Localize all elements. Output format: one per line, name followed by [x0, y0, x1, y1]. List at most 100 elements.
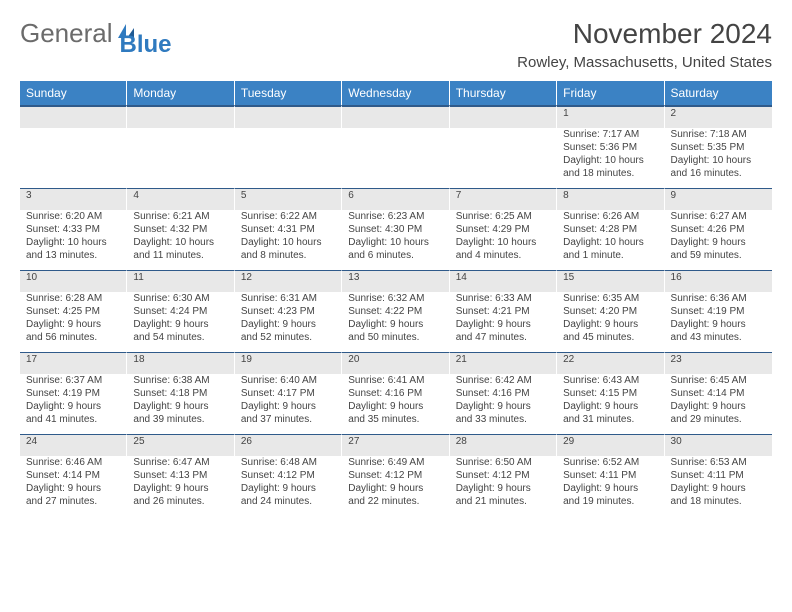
- daylight-text: Daylight: 9 hours: [133, 400, 227, 413]
- sunset-text: Sunset: 4:23 PM: [241, 305, 335, 318]
- sunset-text: Sunset: 4:32 PM: [133, 223, 227, 236]
- daylight-text: and 43 minutes.: [671, 331, 766, 344]
- calendar-body: 12 Sunrise: 7:17 AMSunset: 5:36 PMDaylig…: [20, 105, 772, 516]
- sunrise-text: Sunrise: 6:47 AM: [133, 456, 227, 469]
- day-details-cell: Sunrise: 6:53 AMSunset: 4:11 PMDaylight:…: [665, 456, 772, 516]
- sunset-text: Sunset: 4:12 PM: [241, 469, 335, 482]
- sunset-text: Sunset: 4:14 PM: [671, 387, 766, 400]
- sunrise-text: Sunrise: 6:21 AM: [133, 210, 227, 223]
- sunrise-text: Sunrise: 6:38 AM: [133, 374, 227, 387]
- daylight-text: and 41 minutes.: [26, 413, 120, 426]
- day-details-cell: [450, 128, 557, 188]
- daylight-text: and 52 minutes.: [241, 331, 335, 344]
- daylight-text: Daylight: 10 hours: [26, 236, 120, 249]
- day-number-cell: 13: [342, 270, 449, 292]
- sunset-text: Sunset: 4:25 PM: [26, 305, 120, 318]
- logo-text-general: General: [20, 18, 113, 49]
- day-number-cell: 2: [665, 105, 772, 128]
- day-number-cell: 29: [557, 434, 664, 456]
- weekday-header: Monday: [127, 81, 234, 105]
- daylight-text: and 18 minutes.: [671, 495, 766, 508]
- daylight-text: and 4 minutes.: [456, 249, 550, 262]
- daylight-text: and 18 minutes.: [563, 167, 657, 180]
- daylight-text: and 35 minutes.: [348, 413, 442, 426]
- day-details-row: Sunrise: 6:37 AMSunset: 4:19 PMDaylight:…: [20, 374, 772, 434]
- day-number-cell: 15: [557, 270, 664, 292]
- daylight-text: and 19 minutes.: [563, 495, 657, 508]
- daylight-text: Daylight: 10 hours: [456, 236, 550, 249]
- sunset-text: Sunset: 4:24 PM: [133, 305, 227, 318]
- daylight-text: Daylight: 10 hours: [241, 236, 335, 249]
- day-number-row: 17181920212223: [20, 352, 772, 374]
- sunrise-text: Sunrise: 7:18 AM: [671, 128, 766, 141]
- daylight-text: Daylight: 9 hours: [671, 318, 766, 331]
- day-details-cell: [235, 128, 342, 188]
- daylight-text: and 39 minutes.: [133, 413, 227, 426]
- day-number-cell: [127, 105, 234, 128]
- day-number-row: 24252627282930: [20, 434, 772, 456]
- daylight-text: and 37 minutes.: [241, 413, 335, 426]
- daylight-text: Daylight: 9 hours: [671, 400, 766, 413]
- day-number-cell: 26: [235, 434, 342, 456]
- day-number-cell: 7: [450, 188, 557, 210]
- daylight-text: Daylight: 9 hours: [133, 318, 227, 331]
- day-details-cell: Sunrise: 6:41 AMSunset: 4:16 PMDaylight:…: [342, 374, 449, 434]
- day-details-cell: Sunrise: 6:40 AMSunset: 4:17 PMDaylight:…: [235, 374, 342, 434]
- sunrise-text: Sunrise: 6:43 AM: [563, 374, 657, 387]
- day-details-cell: Sunrise: 6:35 AMSunset: 4:20 PMDaylight:…: [557, 292, 664, 352]
- day-details-cell: Sunrise: 6:26 AMSunset: 4:28 PMDaylight:…: [557, 210, 664, 270]
- weekday-header: Friday: [557, 81, 664, 105]
- sunset-text: Sunset: 4:12 PM: [348, 469, 442, 482]
- sunrise-text: Sunrise: 6:46 AM: [26, 456, 120, 469]
- day-number-cell: [342, 105, 449, 128]
- day-details-row: Sunrise: 6:20 AMSunset: 4:33 PMDaylight:…: [20, 210, 772, 270]
- sunrise-text: Sunrise: 6:36 AM: [671, 292, 766, 305]
- daylight-text: Daylight: 9 hours: [456, 482, 550, 495]
- day-number-cell: 19: [235, 352, 342, 374]
- header: General Blue November 2024 Rowley, Massa…: [20, 18, 772, 71]
- day-details-cell: Sunrise: 6:36 AMSunset: 4:19 PMDaylight:…: [665, 292, 772, 352]
- daylight-text: Daylight: 9 hours: [241, 318, 335, 331]
- daylight-text: Daylight: 9 hours: [26, 318, 120, 331]
- title-block: November 2024 Rowley, Massachusetts, Uni…: [517, 18, 772, 71]
- location-subtitle: Rowley, Massachusetts, United States: [517, 54, 772, 71]
- daylight-text: and 29 minutes.: [671, 413, 766, 426]
- sunset-text: Sunset: 5:36 PM: [563, 141, 657, 154]
- day-details-cell: Sunrise: 6:38 AMSunset: 4:18 PMDaylight:…: [127, 374, 234, 434]
- daylight-text: and 31 minutes.: [563, 413, 657, 426]
- sunrise-text: Sunrise: 6:28 AM: [26, 292, 120, 305]
- day-details-cell: Sunrise: 6:48 AMSunset: 4:12 PMDaylight:…: [235, 456, 342, 516]
- weekday-header: Saturday: [665, 81, 772, 105]
- daylight-text: Daylight: 10 hours: [563, 236, 657, 249]
- sunset-text: Sunset: 4:15 PM: [563, 387, 657, 400]
- daylight-text: Daylight: 9 hours: [671, 236, 766, 249]
- day-details-cell: Sunrise: 6:31 AMSunset: 4:23 PMDaylight:…: [235, 292, 342, 352]
- sunset-text: Sunset: 4:11 PM: [563, 469, 657, 482]
- day-number-cell: 30: [665, 434, 772, 456]
- day-details-cell: Sunrise: 6:27 AMSunset: 4:26 PMDaylight:…: [665, 210, 772, 270]
- sunrise-text: Sunrise: 6:27 AM: [671, 210, 766, 223]
- sunrise-text: Sunrise: 6:50 AM: [456, 456, 550, 469]
- day-details-cell: Sunrise: 6:21 AMSunset: 4:32 PMDaylight:…: [127, 210, 234, 270]
- sunset-text: Sunset: 4:21 PM: [456, 305, 550, 318]
- day-details-row: Sunrise: 6:28 AMSunset: 4:25 PMDaylight:…: [20, 292, 772, 352]
- sunset-text: Sunset: 4:12 PM: [456, 469, 550, 482]
- sunrise-text: Sunrise: 6:52 AM: [563, 456, 657, 469]
- daylight-text: and 11 minutes.: [133, 249, 227, 262]
- daylight-text: Daylight: 10 hours: [671, 154, 766, 167]
- daylight-text: and 27 minutes.: [26, 495, 120, 508]
- daylight-text: and 1 minute.: [563, 249, 657, 262]
- sunrise-text: Sunrise: 6:42 AM: [456, 374, 550, 387]
- sunset-text: Sunset: 4:19 PM: [671, 305, 766, 318]
- daylight-text: and 6 minutes.: [348, 249, 442, 262]
- sunrise-text: Sunrise: 6:53 AM: [671, 456, 766, 469]
- day-number-cell: 20: [342, 352, 449, 374]
- day-details-cell: Sunrise: 6:50 AMSunset: 4:12 PMDaylight:…: [450, 456, 557, 516]
- sunset-text: Sunset: 4:16 PM: [456, 387, 550, 400]
- daylight-text: Daylight: 9 hours: [563, 318, 657, 331]
- daylight-text: Daylight: 10 hours: [563, 154, 657, 167]
- day-number-cell: [20, 105, 127, 128]
- sunset-text: Sunset: 4:31 PM: [241, 223, 335, 236]
- daylight-text: and 22 minutes.: [348, 495, 442, 508]
- daylight-text: Daylight: 9 hours: [348, 482, 442, 495]
